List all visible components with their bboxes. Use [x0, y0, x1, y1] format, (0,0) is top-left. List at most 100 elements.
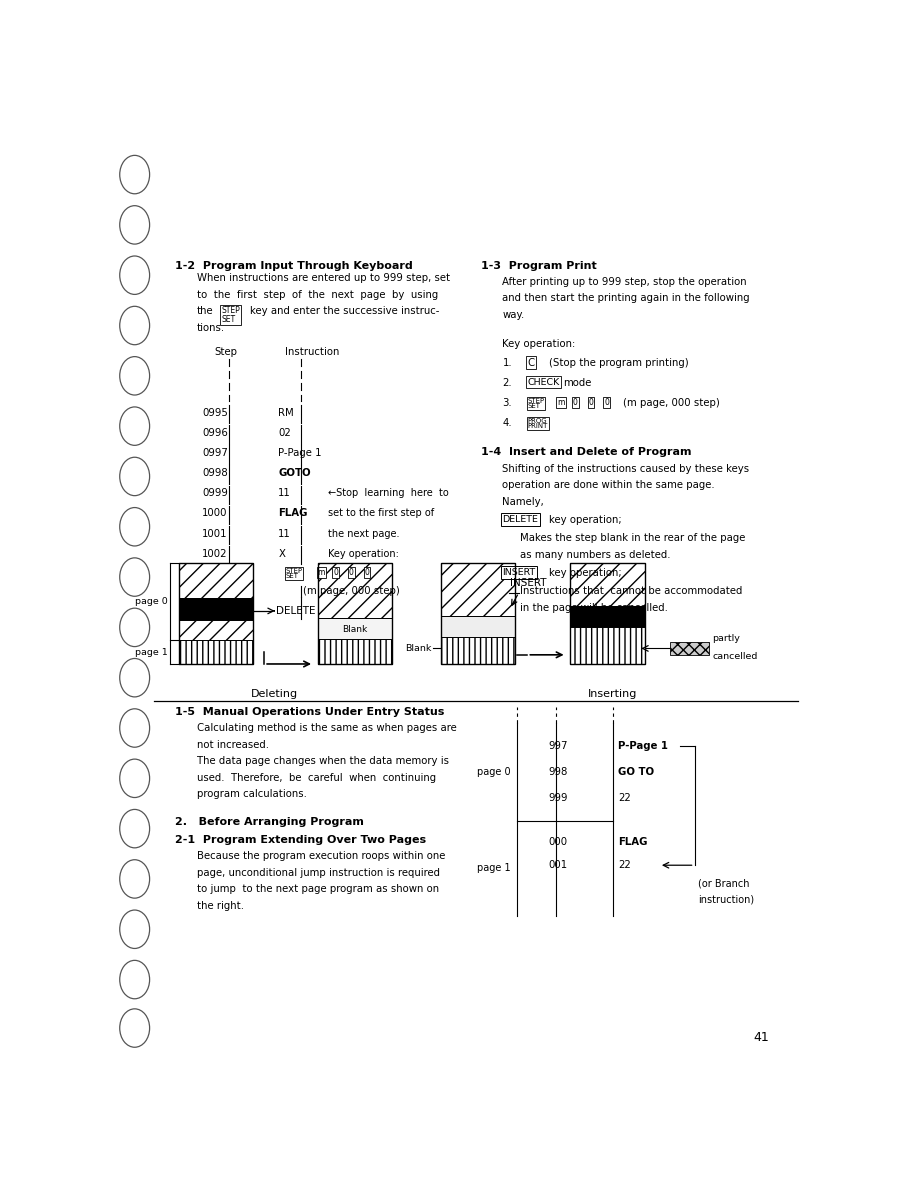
Text: 1-4  Insert and Delete of Program: 1-4 Insert and Delete of Program [481, 447, 691, 457]
Text: 0: 0 [349, 568, 353, 577]
Bar [570, 606, 644, 627]
Text: 22: 22 [619, 792, 632, 803]
Text: PROG
PRINT: PROG PRINT [528, 418, 548, 429]
Bar [670, 642, 709, 655]
Text: way.: way. [502, 310, 525, 320]
Text: CHECK: CHECK [528, 378, 560, 386]
Bar [318, 563, 392, 664]
Text: FLAG: FLAG [619, 838, 648, 847]
Text: m: m [557, 398, 565, 406]
Text: INSERT: INSERT [510, 579, 546, 588]
Bar [318, 563, 392, 618]
Text: 02: 02 [278, 428, 291, 438]
Bar [441, 617, 515, 637]
Text: Blank: Blank [405, 644, 431, 653]
Text: (Stop the program printing): (Stop the program printing) [549, 358, 688, 367]
Text: STEP
SET: STEP SET [285, 568, 303, 580]
Text: RM: RM [278, 407, 294, 418]
Text: partly: partly [712, 634, 740, 643]
Text: page 0: page 0 [477, 767, 511, 777]
Text: INSERT: INSERT [502, 568, 536, 577]
Text: program calculations.: program calculations. [196, 789, 307, 800]
Text: Namely,: Namely, [502, 497, 544, 506]
Text: ←Stop  learning  here  to: ←Stop learning here to [329, 488, 449, 498]
Text: 0999: 0999 [202, 488, 229, 498]
Text: 11: 11 [278, 488, 291, 498]
Text: 0996: 0996 [202, 428, 229, 438]
Text: The data page changes when the data memory is: The data page changes when the data memo… [196, 757, 449, 766]
Text: 22: 22 [619, 860, 632, 871]
Text: 41: 41 [754, 1031, 769, 1044]
Text: 11: 11 [278, 529, 291, 538]
Text: and then start the printing again in the following: and then start the printing again in the… [502, 293, 750, 303]
Bar [179, 598, 253, 620]
Text: Instruction: Instruction [285, 347, 340, 356]
Text: Instructions that  cannot be accommodated: Instructions that cannot be accommodated [521, 586, 743, 596]
Bar [441, 563, 515, 664]
Text: key and enter the successive instruc-: key and enter the successive instruc- [250, 307, 440, 316]
Text: Step: Step [215, 347, 238, 356]
Text: STEP
SET: STEP SET [221, 307, 241, 323]
Text: m: m [318, 568, 325, 577]
Text: 0995: 0995 [202, 407, 229, 418]
Text: X: X [278, 549, 285, 558]
Text: 2.: 2. [502, 378, 512, 387]
Text: key operation;: key operation; [549, 514, 621, 525]
Text: STEP
SET: STEP SET [528, 398, 544, 410]
Text: DELETE: DELETE [502, 514, 538, 524]
Text: 0: 0 [604, 398, 610, 406]
Bar [318, 618, 392, 639]
Text: (or Branch: (or Branch [699, 878, 750, 887]
Text: FLAG: FLAG [278, 508, 308, 518]
Text: Inserting: Inserting [588, 689, 637, 699]
Text: 0: 0 [333, 568, 338, 577]
Text: 997: 997 [548, 741, 567, 751]
Text: page, unconditional jump instruction is required: page, unconditional jump instruction is … [196, 868, 440, 878]
Text: 000: 000 [548, 838, 567, 847]
Text: page 1: page 1 [477, 864, 511, 873]
Text: 001: 001 [548, 860, 567, 871]
Text: page 1: page 1 [135, 647, 167, 657]
Bar [570, 563, 644, 664]
Text: 4.: 4. [502, 418, 512, 428]
Text: Makes the step blank in the rear of the page: Makes the step blank in the rear of the … [521, 533, 745, 543]
Text: 999: 999 [548, 792, 567, 803]
Bar [179, 563, 253, 664]
Text: Calculating method is the same as when pages are: Calculating method is the same as when p… [196, 723, 456, 733]
Text: cancelled: cancelled [712, 652, 757, 661]
Text: 1000: 1000 [202, 508, 228, 518]
Bar [570, 627, 644, 664]
Bar [441, 563, 515, 617]
Text: When instructions are entered up to 999 step, set: When instructions are entered up to 999 … [196, 273, 450, 284]
Text: Blank: Blank [342, 625, 367, 633]
Text: 1-3  Program Print: 1-3 Program Print [481, 260, 597, 271]
Text: page 0: page 0 [135, 598, 167, 606]
Text: 0: 0 [573, 398, 577, 406]
Text: (m page, 000 step): (m page, 000 step) [623, 398, 721, 407]
Text: (m page, 000 step): (m page, 000 step) [303, 586, 400, 596]
Text: to jump  to the next page program as shown on: to jump to the next page program as show… [196, 884, 439, 895]
Text: After printing up to 999 step, stop the operation: After printing up to 999 step, stop the … [502, 277, 747, 287]
Text: 3.: 3. [502, 398, 512, 407]
Text: 998: 998 [548, 767, 567, 777]
Text: to  the  first  step  of  the  next  page  by  using: to the first step of the next page by us… [196, 290, 438, 299]
Text: GO TO: GO TO [619, 767, 655, 777]
Text: the: the [196, 307, 213, 316]
Text: Deleting: Deleting [252, 689, 298, 699]
Text: P-Page 1: P-Page 1 [278, 448, 322, 459]
Text: the next page.: the next page. [329, 529, 399, 538]
Text: 1001: 1001 [202, 529, 228, 538]
Text: GOTO: GOTO [278, 468, 311, 479]
Text: 0: 0 [364, 568, 369, 577]
Text: 1.: 1. [502, 358, 512, 367]
Text: 1-2  Program Input Through Keyboard: 1-2 Program Input Through Keyboard [175, 260, 413, 271]
Text: mode: mode [563, 378, 591, 387]
Text: Shifting of the instructions caused by these keys: Shifting of the instructions caused by t… [502, 463, 750, 474]
Text: tions.: tions. [196, 323, 225, 333]
Text: operation are done within the same page.: operation are done within the same page. [502, 480, 715, 491]
Bar [570, 563, 644, 606]
Text: Key operation:: Key operation: [502, 340, 576, 349]
Text: used.  Therefore,  be  careful  when  continuing: used. Therefore, be careful when continu… [196, 773, 436, 783]
Bar [441, 637, 515, 664]
Text: Key operation:: Key operation: [329, 549, 399, 558]
